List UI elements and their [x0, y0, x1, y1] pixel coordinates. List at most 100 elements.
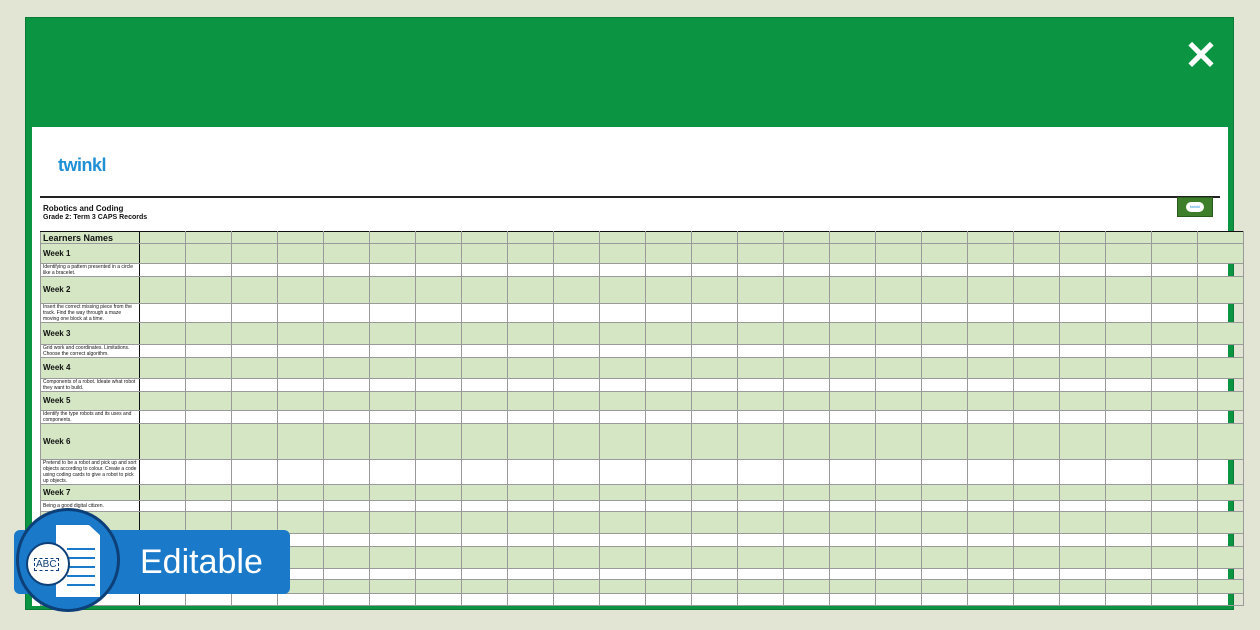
- table-cell[interactable]: [369, 243, 416, 264]
- table-cell[interactable]: [1105, 546, 1152, 569]
- table-cell[interactable]: [415, 243, 462, 264]
- table-cell[interactable]: [1197, 322, 1244, 345]
- table-cell[interactable]: [921, 303, 968, 323]
- table-cell[interactable]: [369, 593, 416, 606]
- table-cell[interactable]: [323, 593, 370, 606]
- table-cell[interactable]: [507, 263, 554, 277]
- table-cell[interactable]: [967, 568, 1014, 580]
- table-cell[interactable]: [139, 263, 186, 277]
- table-cell[interactable]: [369, 391, 416, 411]
- table-cell[interactable]: [1197, 263, 1244, 277]
- table-cell[interactable]: [461, 344, 508, 358]
- table-cell[interactable]: [1151, 579, 1198, 594]
- table-cell[interactable]: [415, 546, 462, 569]
- table-cell[interactable]: [185, 500, 232, 512]
- table-cell[interactable]: [737, 546, 784, 569]
- table-cell[interactable]: [139, 410, 186, 424]
- table-cell[interactable]: [553, 322, 600, 345]
- table-cell[interactable]: [967, 391, 1014, 411]
- table-cell[interactable]: [277, 593, 324, 606]
- table-cell[interactable]: [599, 546, 646, 569]
- table-cell[interactable]: [1151, 231, 1198, 244]
- table-cell[interactable]: [599, 263, 646, 277]
- table-cell[interactable]: [461, 511, 508, 534]
- table-cell[interactable]: [507, 546, 554, 569]
- table-cell[interactable]: [783, 484, 830, 501]
- table-cell[interactable]: [875, 357, 922, 379]
- table-cell[interactable]: [1059, 231, 1106, 244]
- table-cell[interactable]: [1197, 357, 1244, 379]
- table-cell[interactable]: [921, 276, 968, 304]
- table-cell[interactable]: [277, 357, 324, 379]
- table-cell[interactable]: [231, 391, 278, 411]
- table-cell[interactable]: [415, 459, 462, 485]
- table-cell[interactable]: [829, 423, 876, 460]
- table-cell[interactable]: [231, 231, 278, 244]
- table-cell[interactable]: [645, 263, 692, 277]
- table-cell[interactable]: [1059, 511, 1106, 534]
- table-cell[interactable]: [1197, 459, 1244, 485]
- table-cell[interactable]: [1013, 231, 1060, 244]
- table-cell[interactable]: [783, 568, 830, 580]
- table-cell[interactable]: [1059, 378, 1106, 392]
- table-cell[interactable]: [277, 231, 324, 244]
- table-cell[interactable]: [691, 303, 738, 323]
- table-cell[interactable]: [829, 243, 876, 264]
- table-cell[interactable]: [185, 511, 232, 534]
- table-cell[interactable]: [967, 484, 1014, 501]
- table-cell[interactable]: [461, 593, 508, 606]
- table-cell[interactable]: [323, 484, 370, 501]
- table-cell[interactable]: [553, 243, 600, 264]
- table-cell[interactable]: [185, 231, 232, 244]
- table-cell[interactable]: [139, 357, 186, 379]
- table-cell[interactable]: [1013, 263, 1060, 277]
- table-cell[interactable]: [691, 391, 738, 411]
- table-cell[interactable]: [415, 263, 462, 277]
- table-cell[interactable]: [875, 391, 922, 411]
- table-cell[interactable]: [1059, 579, 1106, 594]
- table-cell[interactable]: [1151, 459, 1198, 485]
- table-cell[interactable]: [277, 500, 324, 512]
- table-cell[interactable]: [323, 378, 370, 392]
- table-cell[interactable]: [323, 263, 370, 277]
- table-cell[interactable]: [1059, 391, 1106, 411]
- table-cell[interactable]: [921, 500, 968, 512]
- table-cell[interactable]: [277, 423, 324, 460]
- table-cell[interactable]: [507, 410, 554, 424]
- table-cell[interactable]: [1105, 243, 1152, 264]
- table-cell[interactable]: [1013, 357, 1060, 379]
- table-cell[interactable]: [1105, 322, 1152, 345]
- table-cell[interactable]: [185, 459, 232, 485]
- table-cell[interactable]: [783, 303, 830, 323]
- table-cell[interactable]: [829, 511, 876, 534]
- table-cell[interactable]: [875, 593, 922, 606]
- table-cell[interactable]: [231, 410, 278, 424]
- table-cell[interactable]: [599, 568, 646, 580]
- table-cell[interactable]: [1059, 243, 1106, 264]
- table-cell[interactable]: [139, 378, 186, 392]
- table-cell[interactable]: [599, 322, 646, 345]
- table-cell[interactable]: [1151, 344, 1198, 358]
- table-cell[interactable]: [1013, 391, 1060, 411]
- table-cell[interactable]: [231, 459, 278, 485]
- table-cell[interactable]: [737, 231, 784, 244]
- table-cell[interactable]: [231, 378, 278, 392]
- table-cell[interactable]: [507, 568, 554, 580]
- table-cell[interactable]: [231, 357, 278, 379]
- table-cell[interactable]: [829, 568, 876, 580]
- table-cell[interactable]: [783, 322, 830, 345]
- table-cell[interactable]: [691, 500, 738, 512]
- table-cell[interactable]: [1105, 276, 1152, 304]
- table-cell[interactable]: [185, 593, 232, 606]
- table-cell[interactable]: [369, 263, 416, 277]
- table-cell[interactable]: [967, 546, 1014, 569]
- table-cell[interactable]: [1013, 511, 1060, 534]
- table-cell[interactable]: [553, 568, 600, 580]
- table-cell[interactable]: [369, 484, 416, 501]
- table-cell[interactable]: [691, 357, 738, 379]
- table-cell[interactable]: [599, 593, 646, 606]
- table-cell[interactable]: [921, 322, 968, 345]
- table-cell[interactable]: [783, 391, 830, 411]
- table-cell[interactable]: [553, 263, 600, 277]
- table-cell[interactable]: [139, 276, 186, 304]
